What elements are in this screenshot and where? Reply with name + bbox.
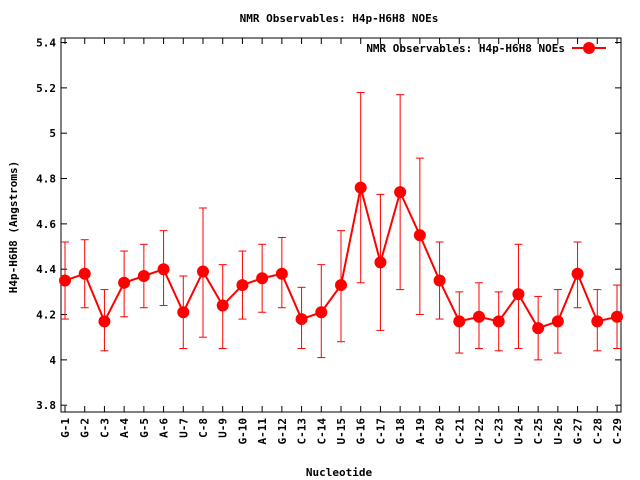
data-point xyxy=(118,276,131,289)
data-point xyxy=(335,279,347,292)
x-tick-label: G-20 xyxy=(434,418,447,445)
error-bars xyxy=(61,91,621,361)
x-tick-label: G-1 xyxy=(59,418,72,438)
y-tick-label: 4.2 xyxy=(36,309,56,322)
y-tick-label: 4.4 xyxy=(36,263,56,276)
data-point xyxy=(59,274,71,287)
x-tick-label: G-2 xyxy=(79,418,92,438)
y-tick-label: 4.6 xyxy=(36,218,56,231)
x-axis-ticks: G-1 G-2 C-3 A-4 G-5 A-6 U-7 C-8 U-9 G-10 A-11 G-12 C… xyxy=(59,38,624,445)
x-tick-label: C-13 xyxy=(296,418,309,445)
x-tick-label: U-24 xyxy=(512,418,525,445)
x-tick-label: C-17 xyxy=(374,418,387,445)
data-point xyxy=(374,256,387,269)
data-point xyxy=(236,279,249,292)
x-tick-label: C-3 xyxy=(98,418,111,438)
data-point xyxy=(256,272,269,285)
y-tick-label: 4 xyxy=(49,354,56,367)
legend-label: NMR Observables: H4p-H6H8 NOEs xyxy=(366,42,565,55)
x-tick-label: G-10 xyxy=(236,418,249,445)
data-point xyxy=(512,288,525,301)
data-point xyxy=(315,306,328,319)
plot-frame xyxy=(60,37,622,413)
x-tick-label: U-15 xyxy=(335,418,348,445)
x-tick-label: G-16 xyxy=(355,418,368,445)
data-point xyxy=(591,315,604,328)
y-tick-label: 5 xyxy=(49,127,56,140)
data-point xyxy=(78,267,91,280)
data-point xyxy=(354,181,367,194)
x-tick-label: U-7 xyxy=(177,418,190,438)
y-tick-label: 5.2 xyxy=(36,82,56,95)
data-point xyxy=(137,270,150,282)
data-point xyxy=(177,306,190,319)
y-tick-label: 4.8 xyxy=(36,173,56,186)
legend-marker xyxy=(583,42,595,54)
x-tick-label: C-29 xyxy=(611,418,624,445)
y-tick-label: 5.4 xyxy=(36,37,56,50)
data-point xyxy=(295,313,308,326)
data-point xyxy=(98,315,111,328)
data-point xyxy=(571,267,584,280)
data-point xyxy=(394,186,407,199)
data-point xyxy=(532,322,545,335)
x-tick-label: U-22 xyxy=(473,418,486,445)
data-point xyxy=(216,299,229,312)
x-tick-label: A-4 xyxy=(118,418,131,438)
y-axis-ticks: 3.8 4 4.2 4.4 4.6 4.8 5 5.2 5.4 xyxy=(36,37,621,412)
data-point xyxy=(413,229,426,242)
data-point xyxy=(611,310,623,323)
chart-title: NMR Observables: H4p-H6H8 NOEs xyxy=(240,12,439,25)
data-point xyxy=(275,267,288,280)
x-tick-label: C-25 xyxy=(532,418,545,445)
data-point xyxy=(551,315,564,328)
series-points xyxy=(59,181,623,335)
x-tick-label: G-5 xyxy=(138,418,151,438)
data-point xyxy=(473,310,485,323)
legend: NMR Observables: H4p-H6H8 NOEs xyxy=(366,42,606,55)
x-tick-label: U-26 xyxy=(552,418,565,445)
x-tick-label: G-12 xyxy=(276,418,289,445)
x-tick-label: A-11 xyxy=(256,418,269,445)
x-tick-label: A-19 xyxy=(414,418,427,445)
data-point xyxy=(157,263,170,276)
x-axis-label: Nucleotide xyxy=(306,466,373,479)
x-tick-label: C-28 xyxy=(591,418,604,445)
x-tick-label: C-8 xyxy=(197,418,210,438)
x-tick-label: C-14 xyxy=(315,418,328,445)
x-tick-label: G-27 xyxy=(572,418,585,445)
data-point xyxy=(197,265,209,278)
y-axis-label: H4p-H6H8 (Angstroms) xyxy=(7,161,20,293)
data-point xyxy=(433,274,446,287)
y-tick-label: 3.8 xyxy=(36,399,56,412)
x-tick-label: C-21 xyxy=(453,418,466,445)
data-point xyxy=(492,315,505,328)
x-tick-label: G-18 xyxy=(394,418,407,445)
x-tick-label: C-23 xyxy=(493,418,506,445)
x-tick-label: U-9 xyxy=(217,418,230,438)
data-point xyxy=(453,315,466,328)
x-tick-label: A-6 xyxy=(158,418,171,438)
